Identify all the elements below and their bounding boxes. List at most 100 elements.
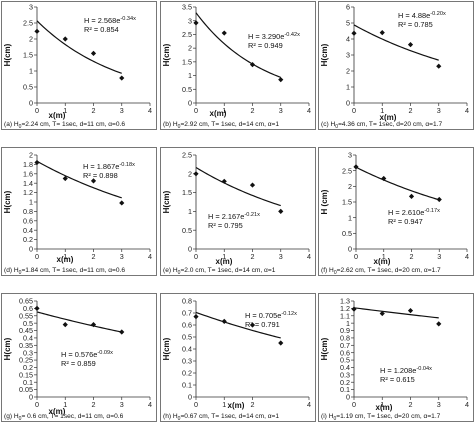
y-tick-label: 1.5 [342,198,352,207]
y-tick-label: 0.5 [182,333,192,342]
fit-equation-exponent: -0.42x [284,32,300,38]
y-tick-label: 1.1 [340,311,350,320]
fit-equation-base: H = 0.705e [245,311,281,320]
y-tick-label: 0.2 [182,369,192,378]
x-tick-label: 1 [222,252,226,261]
caption-text: =2.92 cm, T= 1sec, d=14 cm, α=1 [180,121,279,128]
caption-text: =1.19 cm, T= 1sec, d=20 cm, α=1.7 [336,413,440,420]
x-tick-label: 0 [194,252,198,261]
panel-border [1,1,157,130]
y-tick-label: 0.2 [340,378,350,387]
fit-equation: H = 2.167e-0.21x [208,212,260,221]
y-tick-label: 1.8 [23,160,33,169]
x-tick-label: 3 [120,106,124,115]
y-tick-label: 1.5 [23,51,33,60]
trendline [36,160,122,199]
caption-text: = 0.6 cm, T= 1sec, d=11 cm, α=0.6 [21,413,123,420]
caption-subscript: 0 [178,124,181,130]
y-tick-label: 0.8 [182,297,192,306]
data-point [221,178,227,184]
x-tick-label: 3 [120,400,124,409]
trendline [355,166,440,201]
y-tick-label: 2 [29,35,33,44]
data-point [193,314,199,320]
caption-subscript: 0 [178,416,181,422]
caption-subscript: 0 [335,124,338,130]
data-point [353,164,359,170]
y-tick-label: 0 [29,99,33,108]
x-axis-label: x(m) [49,407,66,416]
data-point [90,50,97,56]
data-point [90,322,97,328]
y-tick-label: 1 [29,198,33,207]
y-tick-label: 2 [346,67,350,76]
fit-equation: H = 1.208e-0.04x [380,366,432,375]
data-point [249,322,256,328]
r-squared: R² = 0.898 [83,171,118,180]
data-point [408,193,415,199]
data-point [90,178,97,184]
y-tick-label: 2 [188,44,192,53]
caption-prefix: (e) H [163,267,178,274]
x-tick-label: 2 [92,400,96,409]
y-tick-label: 0 [188,245,192,254]
y-tick-label: 3 [29,3,33,12]
y-tick-label: 0.5 [182,226,192,235]
caption-prefix: (f) H [321,267,334,274]
y-tick-label: 0 [346,393,350,402]
data-point [62,322,68,328]
panel-caption: (e) H0=2.0 cm, T= 1sec, d=14 cm, α=1 [163,267,276,276]
y-tick-label: 0.45 [19,326,33,335]
trendline [195,167,281,207]
trendline [353,307,439,319]
x-tick-label: 2 [92,252,96,261]
x-axis-label: x(m) [376,403,393,412]
x-tick-label: 1 [380,106,384,115]
x-tick-label: 4 [307,400,311,409]
data-point [436,63,442,69]
panel-caption: (b) H0=2.92 cm, T= 1sec, d=14 cm, α=1 [163,121,279,130]
panel-border [160,147,316,276]
x-tick-label: 0 [354,252,358,261]
y-tick-label: 0 [29,245,33,254]
y-tick-label: 0.4 [182,345,192,354]
fit-equation-exponent: -0.09x [97,350,113,356]
r-squared: R² = 0.791 [245,320,280,329]
x-tick-label: 3 [279,252,283,261]
data-point [379,30,385,36]
y-tick-label: 1 [346,83,350,92]
x-tick-label: 1 [63,252,67,261]
y-tick-label: 0.55 [19,311,33,320]
chart-panel: 0 0.5 1 1.5 2 2.5 0 1 2 3 4 x(m) H(cm) H = 2.167e-0.2… [160,147,316,276]
y-tick-label: 0.3 [340,370,350,379]
y-tick-label: 4 [346,35,350,44]
data-point [249,62,256,68]
data-point [407,308,414,314]
x-tick-label: 2 [410,252,414,261]
caption-prefix: (a) H [4,121,19,128]
y-tick-label: 0.6 [182,321,192,330]
x-tick-label: 3 [437,400,441,409]
data-point [34,305,40,311]
fit-equation-exponent: -0.17x [424,208,440,214]
x-tick-label: 1 [380,400,384,409]
x-tick-label: 2 [251,400,255,409]
y-tick-label: 0.35 [19,341,33,350]
data-point [34,28,40,34]
data-point [119,329,125,335]
y-axis-label: H(cm) [3,337,12,360]
y-tick-label: 1 [348,213,352,222]
caption-prefix: (b) H [163,121,178,128]
data-point [221,30,227,36]
fit-equation-base: H = 1.867e [83,162,119,171]
data-point [249,182,256,188]
y-axis-label: H(cm) [320,43,329,66]
r-squared: R² = 0.785 [398,20,433,29]
caption-subscript: 0 [19,270,22,276]
y-tick-label: 2.5 [342,166,352,175]
x-tick-label: 1 [63,106,67,115]
y-tick-label: 1 [29,67,33,76]
y-tick-label: 1 [188,71,192,80]
data-point [119,200,125,206]
